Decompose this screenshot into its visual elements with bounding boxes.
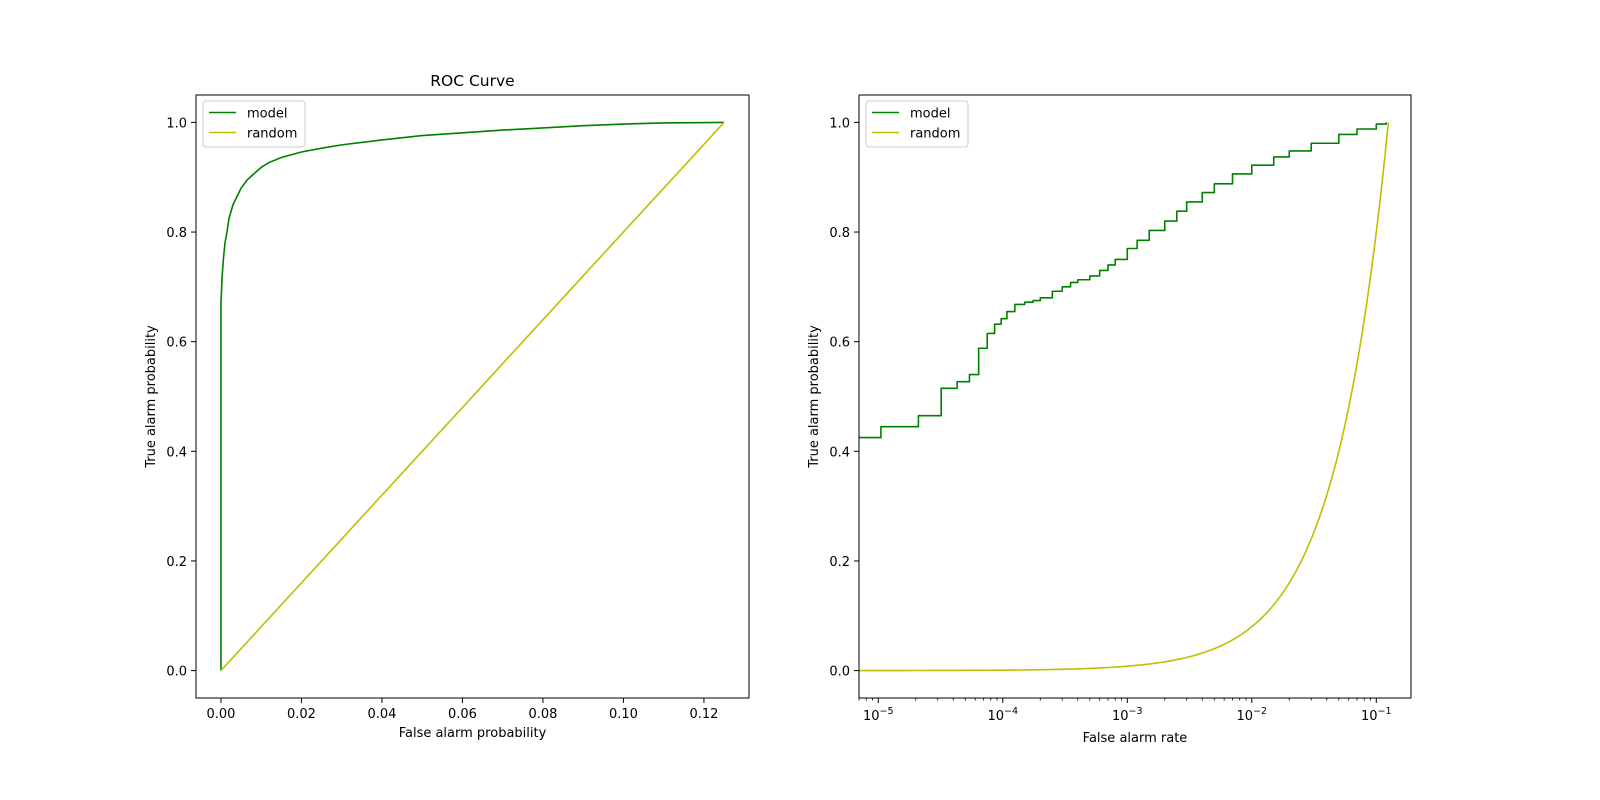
chart-panel-1: 0.00 0.02 0.04 0.06 0.08 0.10 0.12 0.0 0.2 0.4 0.6… bbox=[144, 72, 750, 741]
chart-panel-2: 10−5 10−4 10−3 10−2 10−10.00.20.40.60.81.0Fa… bbox=[807, 94, 1412, 746]
x-tick-label: 10−5 bbox=[863, 706, 894, 724]
axes-frame bbox=[195, 94, 750, 699]
y-tick-label: 0.2 bbox=[166, 555, 187, 570]
series-line-random bbox=[859, 122, 1390, 672]
x-tick-label: 10−2 bbox=[1237, 706, 1268, 724]
x-tick-label-exponent: −1 bbox=[1378, 706, 1392, 717]
x-tick-label: 0.02 bbox=[287, 707, 316, 722]
series-line-model bbox=[859, 122, 1387, 439]
series-line-model bbox=[220, 121, 725, 671]
x-tick-label-base: 10 bbox=[1361, 709, 1378, 724]
legend-label-model: model bbox=[910, 107, 950, 122]
y-tick-label: 0.0 bbox=[166, 665, 187, 680]
x-tick-label: 10−4 bbox=[988, 706, 1019, 724]
axes-frame bbox=[858, 94, 1412, 699]
x-tick-label: 10−3 bbox=[1112, 706, 1143, 724]
x-tick-label: 0.04 bbox=[367, 707, 396, 722]
y-tick-label: 1.0 bbox=[829, 116, 850, 131]
y-tick-label: 0.4 bbox=[829, 445, 850, 460]
x-tick-label: 0.06 bbox=[448, 707, 477, 722]
x-tick-label: 0.12 bbox=[689, 707, 718, 722]
y-axis-label: True alarm probability bbox=[807, 325, 822, 469]
legend-label-model: model bbox=[247, 107, 287, 122]
y-tick-label: 0.8 bbox=[829, 226, 850, 241]
chart-title: ROC Curve bbox=[430, 72, 514, 90]
y-tick-label: 0.8 bbox=[166, 226, 187, 241]
legend-label-random: random bbox=[247, 127, 297, 142]
legend: model random bbox=[865, 100, 969, 148]
legend: model random bbox=[202, 100, 306, 148]
y-tick-label: 1.0 bbox=[166, 116, 187, 131]
x-tick-label-exponent: −2 bbox=[1253, 706, 1267, 717]
x-tick-label: 0.00 bbox=[206, 707, 235, 722]
x-tick-label: 0.10 bbox=[609, 707, 638, 722]
x-tick-label: 10−1 bbox=[1361, 706, 1392, 724]
x-tick-label-base: 10 bbox=[863, 709, 880, 724]
x-axis-label: False alarm rate bbox=[1083, 731, 1188, 746]
x-axis-label: False alarm probability bbox=[399, 726, 547, 741]
x-tick-label-base: 10 bbox=[1237, 709, 1254, 724]
x-tick-label: 0.08 bbox=[528, 707, 557, 722]
x-tick-label-exponent: −4 bbox=[1004, 706, 1018, 717]
y-tick-label: 0.2 bbox=[829, 555, 850, 570]
y-tick-label: 0.6 bbox=[829, 336, 850, 351]
y-axis-label: True alarm probability bbox=[144, 325, 159, 469]
x-tick-label-base: 10 bbox=[1112, 709, 1129, 724]
x-tick-label-exponent: −3 bbox=[1129, 706, 1143, 717]
y-tick-label: 0.0 bbox=[829, 665, 850, 680]
legend-label-random: random bbox=[910, 127, 960, 142]
y-tick-label: 0.6 bbox=[166, 336, 187, 351]
x-tick-label-base: 10 bbox=[988, 709, 1005, 724]
series-line-random bbox=[220, 121, 725, 672]
y-tick-label: 0.4 bbox=[166, 445, 187, 460]
x-tick-label-exponent: −5 bbox=[880, 706, 894, 717]
